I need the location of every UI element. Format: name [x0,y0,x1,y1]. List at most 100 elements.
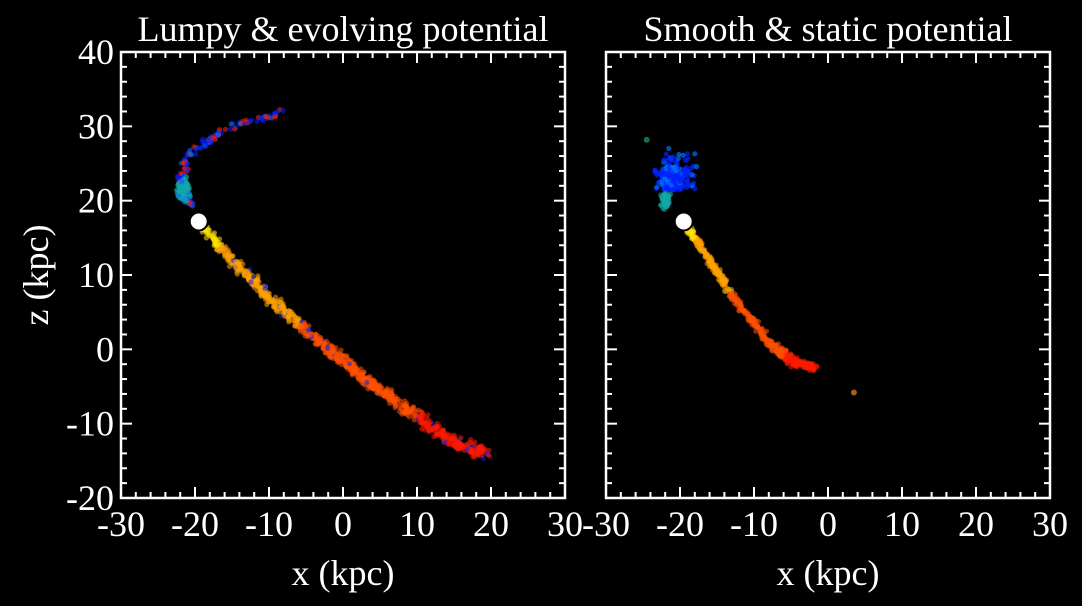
stream-particle [737,301,743,307]
stream-particle [302,333,308,339]
stream-particle [184,186,191,192]
stream-particle [344,356,350,362]
stream-particle [229,253,235,260]
stream-particle [342,361,348,368]
stream-particle [307,332,313,338]
stream-particle [383,390,389,396]
stream-particle [722,276,728,282]
stream-particle [684,178,691,184]
stream-particle [786,355,792,362]
stream-particle [179,178,185,184]
stream-particle [440,427,446,433]
stream-particle [402,398,408,404]
x-tick-label: -20 [656,504,704,544]
progenitor-marker [673,211,694,232]
stream-particle [690,180,697,186]
stream-particle [387,400,393,406]
stream-particle [684,151,691,157]
stream-particle [257,285,263,291]
stream-particle [417,414,424,421]
stream-particle [745,315,751,322]
stream-particle [652,167,658,173]
stream-particle [742,307,748,314]
stream-particle [667,155,673,161]
stream-particle [349,372,355,378]
panel-smooth: Smooth & static potential x (kpc) -30 -20… [582,9,1068,593]
stream-particle [658,171,664,177]
stream-particle [419,426,425,432]
stream-particle [670,164,676,171]
stream-particle [736,308,742,314]
stream-particle [181,165,187,171]
stream-particle [212,136,219,143]
stream-particle [447,432,454,438]
stream-particle [240,269,246,275]
stream-particle [286,314,292,320]
stream-particle [455,446,461,452]
stream-particle [274,309,280,315]
stream-particle [427,419,433,425]
x-tick-label: 0 [819,504,837,544]
stream-particle [768,341,775,347]
y-tick-label: -10 [66,404,114,444]
stream-particle [669,170,675,176]
stream-particle [187,201,193,207]
stream-particle [203,143,209,149]
stream-particle [689,172,695,178]
stream-particle [217,126,223,133]
stream-particle [435,426,441,432]
stream-particle [666,145,672,152]
panel-lumpy: Lumpy & evolving potential x (kpc) z (kp… [16,9,583,593]
stream-particle [775,347,782,353]
stream-particle [328,354,334,360]
stream-particle [467,439,473,445]
stream-particle [779,348,785,354]
stream-particle [319,341,325,347]
stream-particle [434,420,440,427]
stream-particle [468,450,475,456]
stream-particle [661,190,667,197]
x-tick-label: -10 [245,504,293,544]
stream-particle [333,355,339,362]
stream-particle [477,444,483,450]
stream-particle [752,324,758,330]
stream-particle [301,320,308,326]
stream-particle [275,298,281,304]
stream-particle [193,151,199,157]
stream-particle [681,167,687,174]
stream-particle [701,247,707,253]
stream-particle [253,277,259,283]
x-tick-label: 20 [958,504,994,544]
stream-particle [176,193,182,199]
stream-particle [246,273,252,279]
stream-particle [248,279,254,285]
x-tick-label: -10 [730,504,778,544]
stream-particles-lumpy [174,107,493,461]
stream-particle [360,369,366,376]
stream-particle [273,304,279,310]
stream-particle [180,191,187,197]
y-tick-label: -20 [66,478,114,518]
stream-particle [668,182,674,189]
stream-particle [716,269,722,275]
stream-particle [458,435,464,441]
stream-particle [710,265,716,271]
panel-title: Lumpy & evolving potential [138,9,549,49]
stream-particle [410,413,417,419]
stream-particle [262,297,269,303]
stream-particle [271,110,277,116]
stream-particle [323,350,329,356]
progenitor-marker [188,211,209,232]
stream-particle [270,297,276,303]
x-tick-label: 20 [473,504,509,544]
stream-particle [728,290,735,296]
stream-particle [663,151,669,157]
stream-particle [793,361,800,367]
stream-particle [314,340,321,347]
stream-particle [654,184,660,190]
stream-particle [174,173,180,180]
stream-particle [349,366,355,372]
